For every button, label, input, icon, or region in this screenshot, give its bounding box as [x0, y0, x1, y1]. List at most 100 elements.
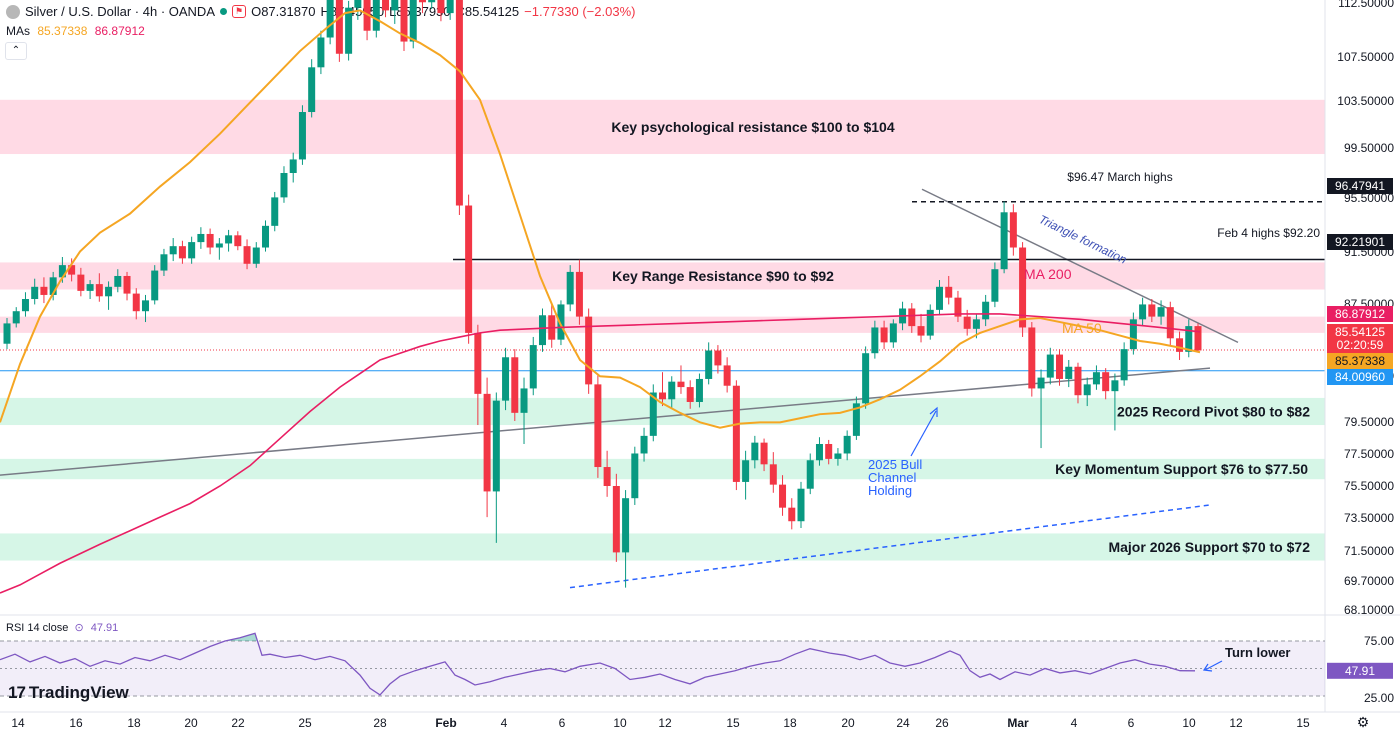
candle-body	[1120, 349, 1128, 381]
price-label-text: 86.87912	[1335, 307, 1385, 321]
candle-body	[1037, 377, 1045, 389]
candle-body	[1046, 354, 1054, 378]
candle-body	[825, 443, 833, 459]
candle-body	[1019, 247, 1027, 328]
trend-line-0	[0, 367, 1211, 476]
candle-body	[538, 315, 546, 346]
candle-body	[1157, 307, 1165, 317]
bull-channel-label-2: Holding	[868, 483, 912, 498]
silver-symbol-icon	[6, 4, 20, 19]
candle-body	[225, 235, 233, 244]
tradingview-logo[interactable]: 17 TradingView	[8, 683, 129, 703]
time-tick-label: 22	[231, 716, 245, 730]
candle-body	[206, 233, 214, 248]
ma50-legend-value: 85.37338	[37, 24, 88, 38]
candle-body	[566, 271, 574, 305]
candle-body	[603, 467, 611, 486]
candle-body	[3, 323, 11, 344]
candle-body	[852, 403, 860, 436]
chart-settings-icon[interactable]: ⚙	[1356, 714, 1370, 730]
candle-body	[391, 0, 399, 11]
ma50-label: MA 50	[1062, 320, 1102, 336]
ma200-label: MA 200	[1024, 266, 1072, 282]
bull-channel-label-0: 2025 Bull	[868, 457, 922, 472]
time-tick-label: 12	[658, 716, 672, 730]
price-tick-label: 71.50000	[1344, 544, 1394, 558]
candle-body	[298, 112, 306, 160]
candle-body	[917, 326, 925, 336]
candle-body	[502, 357, 510, 401]
candle-body	[409, 0, 417, 42]
candle-body	[49, 277, 57, 295]
candle-body	[58, 265, 66, 278]
price-tick-label: 79.50000	[1344, 415, 1394, 429]
candle-body	[474, 332, 482, 394]
candle-body	[926, 309, 934, 336]
candle-body	[871, 327, 879, 354]
time-tick-label: 26	[935, 716, 949, 730]
rsi-legend[interactable]: RSI 14 close ⊙ 47.91	[6, 621, 118, 634]
price-label-text: 02:20:59	[1337, 338, 1384, 352]
candle-body	[723, 365, 731, 386]
ma-legend-label: MAs	[6, 24, 30, 38]
ma50-line	[0, 9, 1201, 429]
candle-body	[769, 464, 777, 485]
zone-label-4: Key Momentum Support $76 to $77.50	[1055, 461, 1308, 477]
candle-body	[982, 301, 990, 320]
price-change: −1.77330 (−2.03%)	[524, 4, 636, 19]
price-tick-label: 69.70000	[1344, 574, 1394, 588]
time-tick-label: 24	[896, 716, 910, 730]
candle-body	[659, 392, 667, 400]
candle-body	[132, 293, 140, 312]
rsi-settings-icon[interactable]: ⊙	[74, 622, 84, 634]
price-tick-label: 103.50000	[1337, 94, 1394, 108]
flag-icon[interactable]: ⚑	[232, 5, 247, 18]
candle-body	[271, 197, 279, 226]
time-tick-label: 6	[1128, 716, 1135, 730]
rsi-tick-label: 25.00	[1364, 691, 1394, 705]
candle-body	[68, 265, 76, 275]
candle-body	[280, 172, 288, 198]
candle-body	[788, 507, 796, 522]
candle-body	[1028, 327, 1036, 389]
candle-body	[1185, 326, 1193, 352]
tradingview-mark-icon: 17	[8, 683, 26, 702]
candle-body	[234, 235, 242, 247]
candle-body	[1000, 212, 1008, 270]
candle-body	[123, 275, 131, 294]
symbol-title[interactable]: Silver / U.S. Dollar · 4h · OANDA	[25, 4, 215, 19]
candle-body	[1056, 354, 1064, 379]
bull-channel-arrow	[910, 410, 937, 457]
rsi-line	[0, 632, 1196, 696]
ma-legend[interactable]: MAs 85.37338 86.87912	[6, 24, 145, 38]
time-tick-label: 25	[298, 716, 312, 730]
collapse-legend-button[interactable]: ⌃	[5, 42, 27, 60]
price-label-text: 85.37338	[1335, 354, 1385, 368]
candle-body	[945, 286, 953, 298]
price-tick-label: 75.50000	[1344, 479, 1394, 493]
candle-body	[686, 387, 694, 402]
candle-body	[446, 0, 454, 14]
price-label-box	[1327, 178, 1393, 194]
candle-body	[1176, 338, 1184, 352]
time-tick-label: 15	[1296, 716, 1310, 730]
candle-body	[114, 275, 122, 287]
candle-body	[77, 274, 85, 291]
price-tick-label: 112.50000	[1338, 0, 1394, 10]
candle-body	[963, 316, 971, 329]
candle-body	[834, 453, 842, 459]
time-tick-label: 10	[1182, 716, 1196, 730]
ma200-legend-value: 86.87912	[94, 24, 145, 38]
candle-body	[455, 0, 463, 206]
candle-body	[95, 284, 103, 297]
triangle-label: Triangle formation	[1037, 212, 1130, 267]
candle-body	[751, 442, 759, 461]
price-tick-label: 73.50000	[1344, 511, 1394, 525]
zone-label-5: Major 2026 Support $70 to $72	[1108, 539, 1310, 555]
candle-body	[797, 488, 805, 522]
ma200-line	[0, 313, 1201, 594]
candle-body	[289, 159, 297, 173]
time-tick-label: 10	[613, 716, 627, 730]
candle-body	[160, 254, 168, 271]
